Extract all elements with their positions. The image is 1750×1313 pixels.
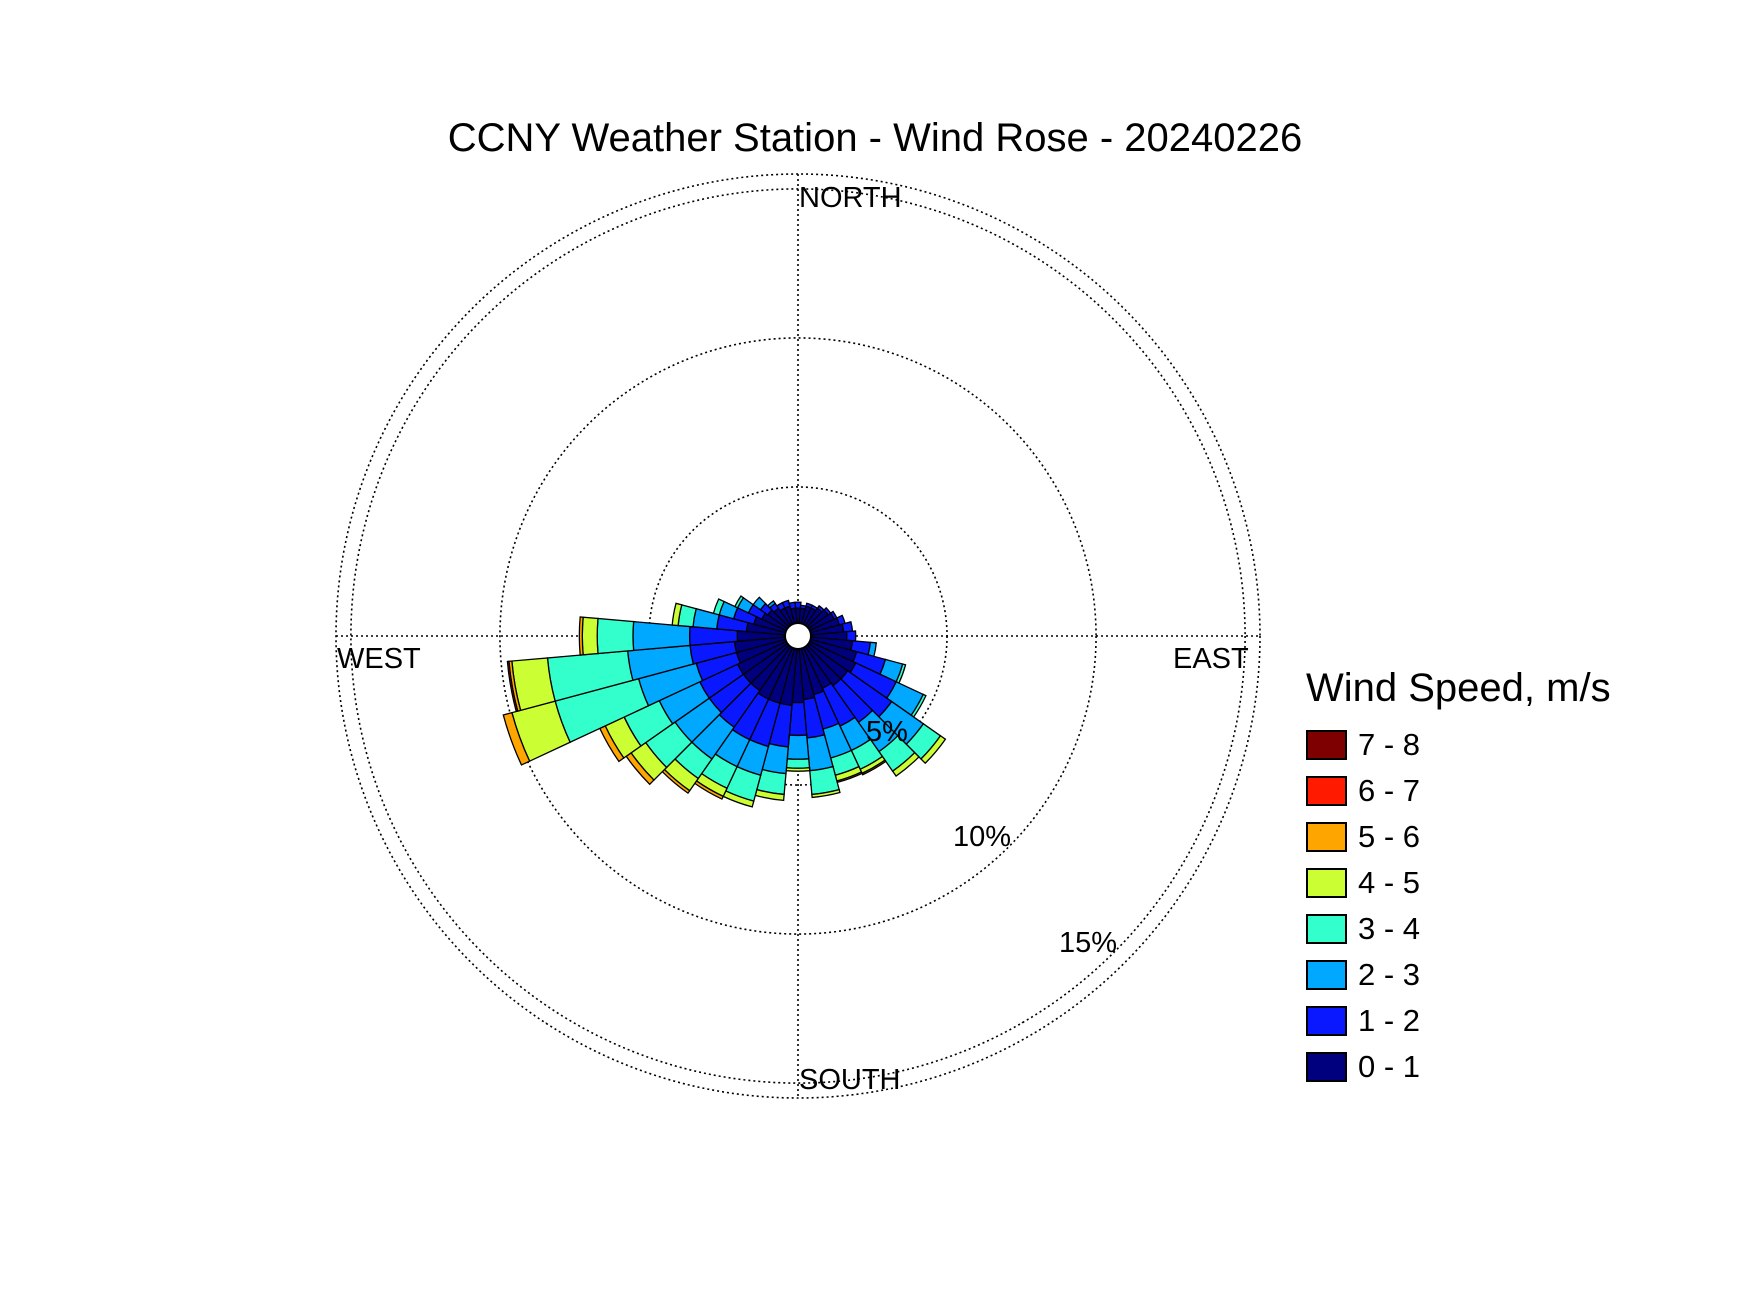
legend: Wind Speed, m/s 7 - 8 6 - 7 5 - 6 4 - 5 3 - … (1306, 668, 1611, 1090)
label-west: WEST (337, 643, 421, 675)
bar-180deg-bin-4 (785, 767, 811, 772)
legend-label: 1 - 2 (1358, 1003, 1421, 1038)
legend-item-4-5: 4 - 5 (1306, 860, 1611, 906)
bar-290deg-bin-3 (712, 598, 725, 616)
ring-label-15: 15% (1059, 927, 1118, 959)
bar-310deg-bin-2 (752, 596, 767, 611)
legend-title: Wind Speed, m/s (1306, 666, 1611, 710)
legend-item-2-3: 2 - 3 (1306, 952, 1611, 998)
legend-swatch (1306, 730, 1347, 760)
bar-340deg-bin-1 (781, 599, 791, 609)
bar-80deg-bin-1 (841, 621, 854, 633)
bar-170deg-bin-4 (811, 788, 841, 799)
bar-90deg-bin-1 (845, 630, 857, 642)
legend-label: 3 - 4 (1358, 911, 1421, 946)
bar-180deg-bin-2 (786, 734, 810, 760)
bar-150deg-bin-5 (861, 759, 887, 776)
legend-items: 7 - 8 6 - 7 5 - 6 4 - 5 3 - 4 2 - 3 1 - 2 0 - 1 (1306, 722, 1611, 1090)
legend-swatch (1306, 1052, 1347, 1082)
label-east: EAST (1173, 643, 1249, 675)
legend-label: 7 - 8 (1358, 727, 1421, 762)
bar-130deg-bin-4 (920, 734, 947, 765)
bar-270deg-bin-5 (578, 616, 584, 656)
legend-item-7-8: 7 - 8 (1306, 722, 1611, 768)
bar-250deg-bin-5 (502, 711, 531, 766)
legend-swatch (1306, 1006, 1347, 1036)
grid-ring-15 (350, 188, 1246, 1084)
legend-label: 0 - 1 (1358, 1049, 1421, 1084)
ring-label-10: 10% (953, 821, 1012, 853)
legend-swatch (1306, 868, 1347, 898)
legend-item-3-4: 3 - 4 (1306, 906, 1611, 952)
legend-swatch (1306, 776, 1347, 806)
legend-label: 4 - 5 (1358, 865, 1421, 900)
bar-280deg-bin-4 (671, 602, 683, 627)
center-hub (784, 622, 812, 650)
bar-270deg-bin-3 (596, 617, 635, 655)
bar-180deg-bin-3 (785, 758, 811, 769)
legend-item-0-1: 0 - 1 (1306, 1044, 1611, 1090)
bar-320deg-bin-2 (766, 600, 777, 609)
legend-swatch (1306, 960, 1347, 990)
legend-label: 6 - 7 (1358, 773, 1421, 808)
bar-270deg-bin-4 (581, 616, 599, 656)
label-north: NORTH (799, 182, 902, 214)
bar-140deg-bin-4 (891, 751, 920, 777)
label-south: SOUTH (799, 1064, 901, 1096)
bar-350deg-bin-1 (788, 601, 797, 610)
wind-rose-bars (502, 595, 947, 808)
legend-label: 2 - 3 (1358, 957, 1421, 992)
legend-item-1-2: 1 - 2 (1306, 998, 1611, 1044)
legend-item-6-7: 6 - 7 (1306, 768, 1611, 814)
legend-item-5-6: 5 - 6 (1306, 814, 1611, 860)
legend-swatch (1306, 914, 1347, 944)
bar-300deg-bin-3 (734, 595, 745, 609)
legend-label: 5 - 6 (1358, 819, 1421, 854)
legend-swatch (1306, 822, 1347, 852)
ring-label-5: 5% (866, 716, 908, 748)
chart-title: CCNY Weather Station - Wind Rose - 20240… (447, 116, 1303, 160)
bar-260deg-bin-6 (506, 660, 519, 713)
